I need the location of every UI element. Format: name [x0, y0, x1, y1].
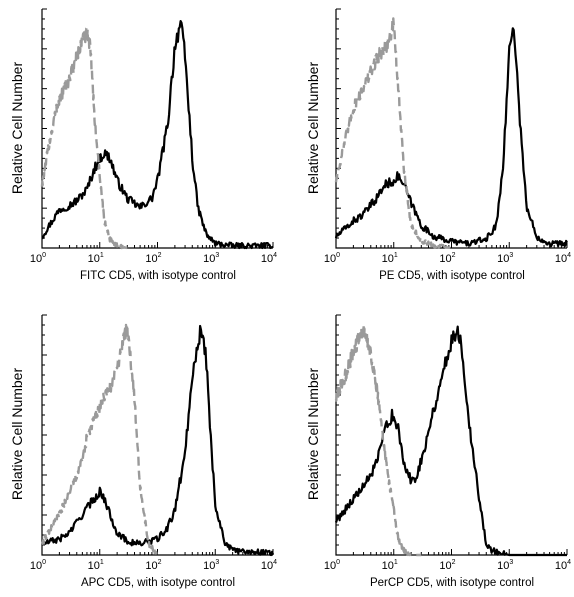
x-tick-label: 103 [497, 252, 513, 265]
axis-frame [335, 9, 567, 249]
series-isotype-control [334, 323, 423, 557]
series-cd5-sample [334, 27, 568, 248]
x-tick-label: 100 [30, 252, 46, 265]
x-tick-label: 100 [30, 559, 46, 572]
x-tick-label: 101 [382, 559, 398, 572]
x-tick-label: 100 [324, 252, 340, 265]
x-tick-label: 102 [145, 252, 161, 265]
plot-area: 100 101 102 103 104 [324, 314, 571, 572]
series-isotype-control [40, 323, 159, 557]
y-axis-label: Relative Cell Number [9, 62, 25, 195]
x-tick-label: 102 [439, 252, 455, 265]
panel-fitc: Relative Cell Number 100 101 102 103 104 FIT… [9, 8, 277, 282]
x-tick-label: 102 [145, 559, 161, 572]
x-axis-label: APC CD5, with isotype control [81, 577, 235, 589]
x-tick-label: 103 [203, 252, 219, 265]
x-tick-label: 104 [261, 559, 277, 572]
x-tick-label: 103 [203, 559, 219, 572]
x-tick-label: 100 [324, 559, 340, 572]
x-axis-label: FITC CD5, with isotype control [80, 270, 236, 282]
series-isotype-control [40, 26, 129, 250]
x-tick-label: 101 [382, 252, 398, 265]
series-cd5-sample [40, 324, 275, 557]
x-axis-label: PerCP CD5, with isotype control [370, 577, 534, 589]
plot-area: 100 101 102 103 104 [30, 8, 277, 265]
x-tick-label: 104 [555, 559, 571, 572]
series-isotype-control [334, 17, 453, 250]
panel-apc: Relative Cell Number 100 101 102 103 104 APC… [9, 314, 277, 589]
x-tick-label: 102 [439, 559, 455, 572]
axis-frame [41, 9, 273, 249]
x-tick-label: 104 [555, 252, 571, 265]
x-tick-label: 103 [497, 559, 513, 572]
panel-percp: Relative Cell Number 100 101 102 103 104 Per… [305, 314, 571, 589]
y-axis-label: Relative Cell Number [305, 62, 321, 195]
panel-pe: Relative Cell Number 100 101 102 103 104 PE … [305, 8, 571, 282]
plot-area: 100 101 102 103 104 [324, 8, 571, 265]
x-tick-label: 101 [88, 252, 104, 265]
x-tick-label: 101 [88, 559, 104, 572]
x-tick-label: 104 [261, 252, 277, 265]
x-axis-label: PE CD5, with isotype control [379, 270, 525, 282]
plot-area: 100 101 102 103 104 [30, 314, 277, 572]
series-cd5-sample [41, 20, 274, 250]
y-axis-label: Relative Cell Number [9, 368, 25, 501]
series-cd5-sample [334, 325, 568, 557]
y-axis-label: Relative Cell Number [305, 368, 321, 501]
